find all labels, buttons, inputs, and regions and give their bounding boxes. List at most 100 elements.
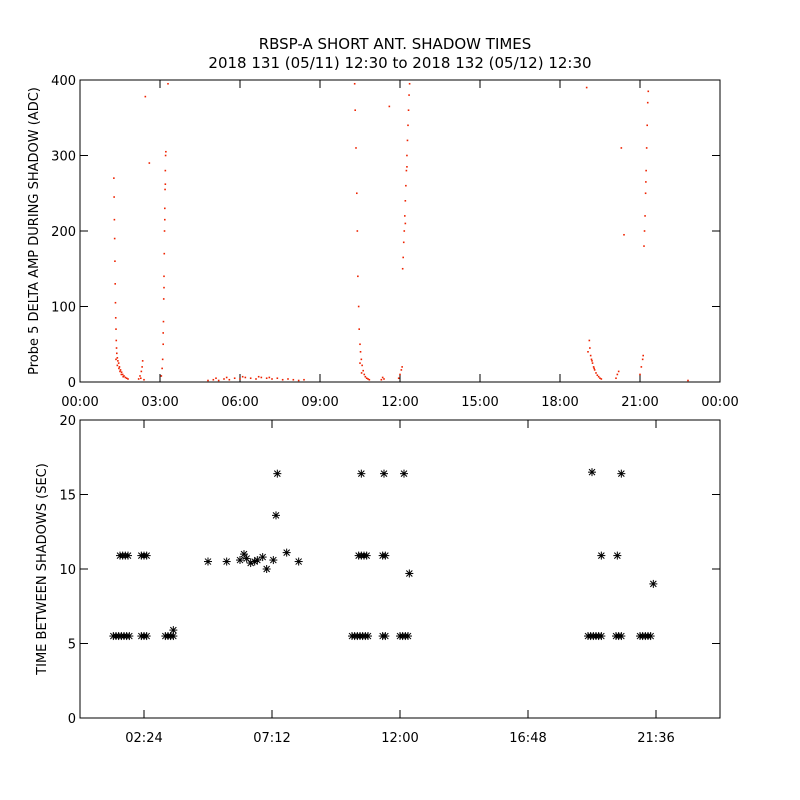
data-point (361, 364, 363, 367)
data-point (354, 109, 356, 111)
data-point (646, 632, 655, 641)
data-point (647, 90, 650, 93)
data-point (641, 358, 644, 361)
data-point (239, 378, 241, 380)
top-panel: 00:00 03:00 06:00 09:00 12:00 15:00 18:00 21:00… (27, 74, 739, 410)
data-point (646, 124, 648, 127)
data-point (592, 366, 595, 368)
data-point (643, 245, 645, 247)
top-panel-points (113, 82, 689, 382)
data-point (262, 565, 271, 573)
x-tick-label: 02:24 (125, 731, 162, 746)
y-tick-label: 200 (51, 225, 76, 240)
data-point (353, 82, 356, 85)
data-point (114, 283, 116, 285)
data-point (403, 230, 406, 232)
data-point (165, 150, 167, 153)
bottom-panel: 02:24 07:12 12:00 16:48 21:36 0 5 10 15 20 TIME B… (35, 414, 721, 746)
data-point (273, 469, 282, 478)
y-tick-label: 0 (68, 712, 76, 727)
data-point (589, 354, 592, 357)
data-point (113, 218, 116, 221)
data-point (294, 557, 303, 566)
x-tick-label: 00:00 (701, 395, 738, 410)
data-point (260, 376, 263, 379)
data-point (645, 181, 647, 183)
data-point (161, 367, 163, 370)
data-point (599, 377, 601, 380)
chart-title-line1: RBSP-A SHORT ANT. SHADOW TIMES (259, 35, 532, 53)
data-point (164, 207, 166, 210)
data-point (217, 379, 220, 382)
data-point (404, 632, 412, 641)
data-point (265, 377, 268, 380)
data-point (225, 376, 228, 379)
data-point (268, 376, 271, 379)
data-point (167, 82, 169, 85)
bottom-panel-frame (79, 419, 721, 719)
data-point (355, 147, 357, 149)
x-tick-label: 16:48 (509, 731, 546, 746)
data-point (388, 105, 391, 108)
data-point (620, 147, 623, 149)
data-point (271, 378, 273, 380)
data-point (593, 367, 595, 370)
data-point (380, 469, 388, 478)
data-point (357, 469, 366, 478)
data-point (649, 579, 658, 588)
x-tick-label: 15:00 (461, 395, 498, 410)
data-point (640, 366, 643, 368)
data-point (204, 557, 212, 566)
data-point (127, 378, 129, 380)
data-point (292, 378, 295, 381)
data-point (246, 559, 255, 568)
data-point (591, 360, 593, 362)
data-point (595, 372, 597, 374)
y-tick-label: 10 (59, 563, 76, 578)
data-point (125, 377, 128, 380)
data-point (362, 369, 364, 372)
data-point (381, 376, 384, 379)
x-tick-label: 07:12 (253, 731, 290, 746)
data-point (163, 252, 166, 255)
data-point (597, 551, 606, 560)
data-point (269, 556, 278, 565)
data-point (164, 218, 166, 221)
data-point (368, 378, 371, 381)
data-point (407, 124, 409, 127)
data-point (397, 377, 400, 380)
data-point (215, 377, 217, 380)
data-point (257, 375, 260, 378)
y-tick-label: 15 (59, 489, 76, 504)
data-point (617, 370, 620, 373)
data-point (169, 626, 178, 635)
x-tick-label: 09:00 (301, 395, 338, 410)
data-point (241, 375, 244, 378)
data-point (249, 377, 252, 380)
data-point (223, 378, 225, 380)
data-point (162, 332, 164, 334)
data-point (253, 556, 262, 565)
data-point (380, 378, 383, 381)
data-point (588, 339, 591, 342)
x-tick-label: 12:00 (381, 731, 418, 746)
data-point (404, 200, 407, 202)
data-point (358, 328, 360, 330)
data-point (405, 184, 407, 187)
top-panel-axes: 00:00 03:00 06:00 09:00 12:00 15:00 18:00 21:00… (51, 74, 739, 410)
x-tick-label: 18:00 (541, 395, 578, 410)
data-point (365, 377, 368, 380)
data-point (615, 377, 617, 380)
data-point (408, 82, 411, 85)
top-panel-ylabel: Probe 5 DELTA AMP DURING SHADOW (ADC) (27, 87, 42, 375)
data-point (276, 377, 279, 380)
data-point (597, 375, 600, 378)
data-point (405, 569, 414, 578)
data-point (120, 373, 123, 376)
data-point (303, 378, 305, 381)
data-point (122, 375, 124, 378)
data-point (360, 372, 363, 374)
data-point (405, 169, 408, 172)
data-point (125, 632, 134, 641)
data-point (281, 378, 284, 381)
